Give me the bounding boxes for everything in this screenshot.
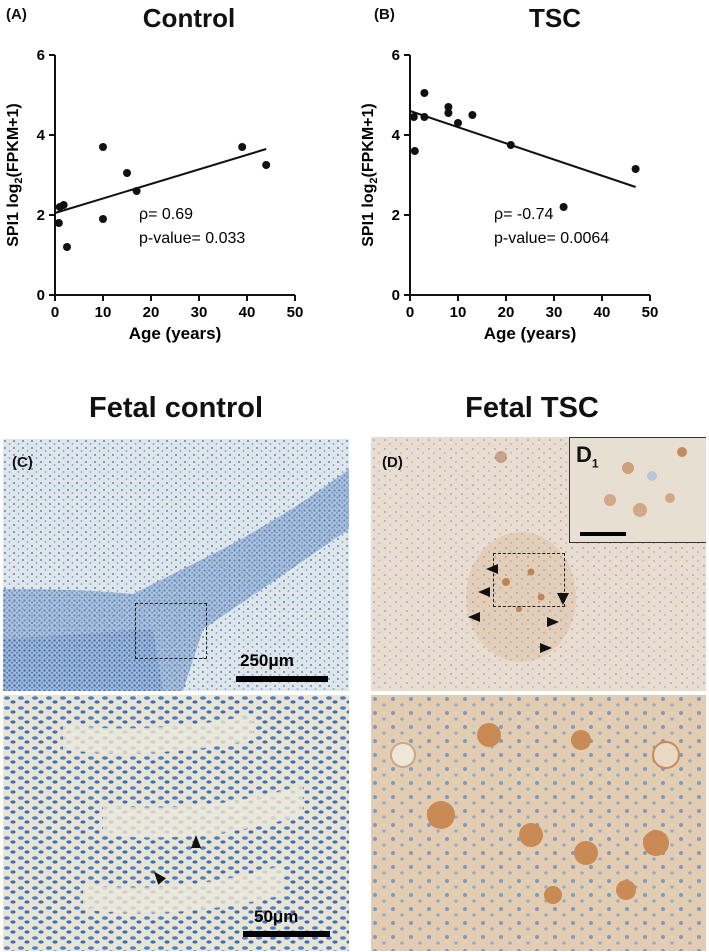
chart-b-y-axis-label: SPI1 log2(FPKM+1): [360, 103, 380, 246]
arrowhead-c-1: [191, 835, 201, 848]
chart-b-data-point: [420, 89, 429, 97]
tsc-zoom-texture: [371, 695, 706, 951]
chart-a-data-point: [59, 201, 68, 209]
chart-b-data-point: [559, 203, 568, 211]
chart-b-y-tick-label: 2: [392, 207, 400, 224]
chart-b-x-tick-label: 40: [594, 304, 611, 321]
arrowhead-6: [540, 643, 552, 653]
chart-a-p-annotation: p-value= 0.033: [139, 230, 245, 247]
control-zoom-texture: [3, 695, 349, 951]
chart-a: 0 10 20 30 40 50 0 2 4 6 Age (years) SPI1 log2(FPKM…: [5, 47, 304, 343]
scale-label-c: 250μm: [240, 651, 294, 670]
inset-d1-label: D1: [576, 442, 599, 471]
arrowhead-3: [468, 612, 480, 622]
chart-a-data-point: [63, 243, 71, 251]
arrowhead-1: [486, 564, 498, 574]
chart-a-x-tick-label: 50: [287, 304, 304, 321]
chart-b-data-point: [506, 141, 515, 149]
chart-a-data-point: [262, 161, 271, 169]
scale-bar-bottom: [243, 931, 330, 937]
chart-b-data-point: [444, 109, 453, 117]
micrograph-d-top: D1: [371, 437, 706, 691]
micrograph-c-top: 250μm: [3, 439, 349, 691]
panel-c-label: (C): [12, 454, 33, 471]
section-c-title: Fetal control: [88, 392, 263, 424]
chart-b-data-point: [409, 113, 418, 121]
chart-a-x-tick-label: 20: [143, 304, 160, 321]
control-tissue-texture: [3, 439, 349, 691]
chart-b-data-point: [444, 103, 453, 111]
chart-b-title: TSC: [529, 3, 581, 33]
chart-b-x-tick-label: 20: [498, 304, 515, 321]
section-d-title: Fetal TSC: [465, 392, 599, 424]
arrowhead-4: [557, 593, 569, 605]
chart-b-y-tick-label: 6: [392, 47, 400, 64]
chart-a-x-axis-label: Age (years): [129, 324, 222, 343]
panel-b-label: (B): [374, 6, 395, 23]
micrograph-d-bottom: [371, 695, 706, 951]
chart-a-data-point: [99, 215, 107, 223]
chart-b-data-point: [468, 111, 477, 119]
chart-b: 0 10 20 30 40 50 0 2 4 6 Age (years) SPI1 log2(FPKM…: [360, 47, 659, 343]
chart-b-x-axis-label: Age (years): [484, 324, 577, 343]
panel-d-label: (D): [382, 454, 403, 471]
chart-b-p-annotation: p-value= 0.0064: [494, 230, 609, 247]
inset-d1-texture: [604, 447, 687, 517]
chart-b-x-tick-label: 10: [450, 304, 467, 321]
chart-b-x-tick-label: 0: [406, 304, 414, 321]
chart-a-x-tick-label: 0: [51, 304, 59, 321]
chart-a-data-point: [123, 169, 131, 177]
chart-a-data-point: [238, 143, 247, 151]
chart-a-y-axis-label: SPI1 log2(FPKM+1): [5, 103, 25, 246]
inset-d1: D1: [569, 437, 706, 543]
chart-a-y-tick-label: 2: [37, 207, 45, 224]
panel-a-label: (A): [6, 6, 27, 23]
arrowhead-5: [547, 617, 559, 627]
scale-label-bottom: 50μm: [254, 907, 299, 926]
chart-b-rho-annotation: ρ= -0.74: [494, 206, 553, 223]
micrograph-c-bottom: 50μm: [3, 695, 349, 951]
chart-a-y-tick-label: 4: [37, 127, 46, 144]
chart-b-data-point: [454, 119, 462, 127]
chart-a-rho-annotation: ρ= 0.69: [139, 206, 193, 223]
chart-a-x-tick-label: 40: [239, 304, 256, 321]
inset-box-c: [135, 603, 207, 659]
chart-b-fit-line: [409, 110, 636, 188]
chart-a-y-tick-label: 0: [37, 287, 45, 304]
chart-a-x-tick-label: 30: [191, 304, 208, 321]
chart-a-data-point: [132, 187, 141, 195]
chart-b-data-point: [420, 113, 429, 121]
chart-a-y-tick-label: 6: [37, 47, 45, 64]
chart-b-x-tick-label: 50: [642, 304, 659, 321]
chart-a-data-point: [54, 219, 63, 227]
chart-b-x-tick-label: 30: [546, 304, 563, 321]
scale-bar-c: [236, 676, 328, 682]
chart-a-x-tick-label: 10: [95, 304, 112, 321]
chart-a-title: Control: [142, 3, 236, 33]
chart-a-data-point: [99, 143, 107, 151]
chart-b-y-tick-label: 0: [392, 287, 400, 304]
chart-a-fit-line: [54, 148, 267, 214]
chart-b-data-point: [410, 147, 419, 155]
chart-b-y-tick-label: 4: [392, 127, 401, 144]
scale-bar-d1: [580, 532, 626, 536]
arrowhead-2: [478, 587, 490, 597]
chart-b-data-point: [631, 165, 640, 173]
inset-box-d: [493, 553, 565, 607]
